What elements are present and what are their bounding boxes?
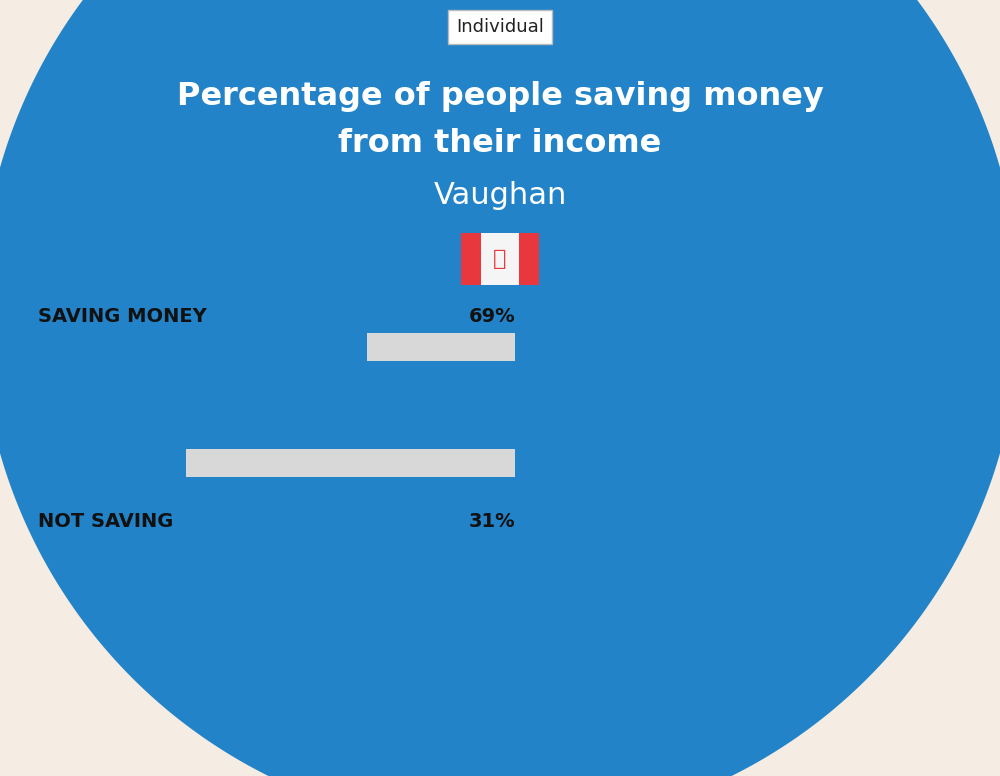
FancyBboxPatch shape — [461, 233, 539, 286]
FancyBboxPatch shape — [38, 333, 367, 361]
Text: 31%: 31% — [468, 512, 515, 531]
FancyBboxPatch shape — [38, 333, 515, 361]
Text: from their income: from their income — [338, 128, 662, 159]
Text: NOT SAVING: NOT SAVING — [38, 512, 173, 531]
FancyBboxPatch shape — [519, 233, 539, 286]
Text: 🍁: 🍁 — [493, 249, 507, 269]
Text: Percentage of people saving money: Percentage of people saving money — [177, 81, 823, 113]
Text: 69%: 69% — [468, 307, 515, 326]
FancyBboxPatch shape — [38, 449, 515, 477]
Text: Vaughan: Vaughan — [433, 181, 567, 210]
FancyBboxPatch shape — [461, 233, 481, 286]
FancyBboxPatch shape — [38, 449, 186, 477]
Text: SAVING MONEY: SAVING MONEY — [38, 307, 207, 326]
Text: Individual: Individual — [456, 18, 544, 36]
